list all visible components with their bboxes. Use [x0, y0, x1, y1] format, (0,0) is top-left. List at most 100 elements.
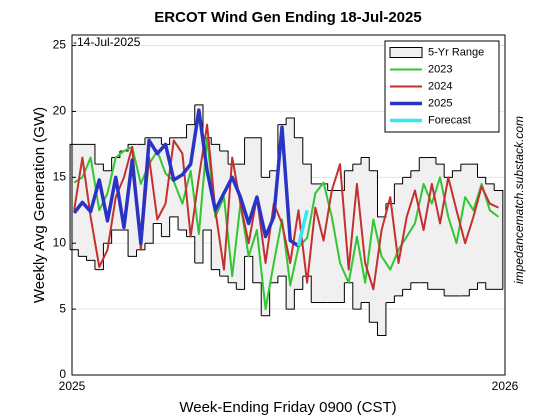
- legend-label: Forecast: [428, 114, 471, 126]
- range-edge: [469, 163, 479, 178]
- range-band: [228, 164, 237, 283]
- range-band: [144, 137, 154, 244]
- range-edge: [127, 249, 138, 257]
- range-edge: [210, 143, 221, 151]
- range-band: [494, 190, 504, 290]
- range-edge: [144, 223, 154, 244]
- range-edge: [119, 229, 129, 257]
- date-note: -14-Jul-2025: [73, 35, 141, 49]
- range-band: [485, 183, 495, 290]
- range-edge: [202, 229, 212, 270]
- axes-box: [71, 34, 506, 376]
- range-band: [127, 144, 138, 257]
- range-edge: [236, 137, 246, 165]
- range-band: [452, 170, 462, 296]
- range-band: [369, 170, 378, 323]
- range-edge: [344, 164, 354, 172]
- range-edge: [186, 236, 196, 263]
- range-band: [194, 104, 204, 263]
- range-edge: [485, 183, 495, 191]
- range-edge: [186, 104, 196, 126]
- range-edge: [261, 170, 271, 178]
- y-tick-label: 5: [59, 301, 66, 315]
- range-band: [277, 124, 287, 277]
- range-edge: [277, 275, 287, 310]
- range-band: [178, 137, 188, 231]
- range-edge: [178, 124, 188, 139]
- legend-swatch: [389, 47, 423, 58]
- range-edge: [377, 302, 387, 336]
- range-edge: [252, 282, 262, 316]
- range-band: [111, 157, 121, 231]
- range-edge: [444, 170, 453, 178]
- range-edge: [461, 289, 470, 297]
- range-band: [394, 183, 404, 296]
- y-tick-label: 25: [53, 38, 67, 52]
- range-band: [419, 157, 429, 283]
- range-edge: [427, 157, 437, 165]
- y-tick-label: 10: [53, 235, 67, 249]
- range-band: [186, 124, 196, 237]
- range-edge: [252, 137, 262, 178]
- series-line: [72, 108, 300, 248]
- range-band: [86, 144, 96, 261]
- plot-area: [69, 45, 505, 376]
- range-edge: [494, 190, 504, 290]
- range-band: [269, 170, 279, 283]
- range-edge: [194, 230, 204, 264]
- range-band: [103, 170, 113, 244]
- range-edge: [70, 249, 79, 257]
- range-band: [136, 144, 146, 250]
- range-edge: [210, 269, 221, 277]
- range-edge: [219, 150, 229, 165]
- range-edge: [369, 321, 378, 336]
- range-edge: [361, 302, 370, 323]
- range-edge: [169, 216, 179, 231]
- range-edge: [344, 282, 354, 310]
- range-edge: [286, 289, 295, 310]
- range-edge: [469, 282, 479, 290]
- range-band: [219, 150, 229, 277]
- range-edge: [136, 243, 146, 251]
- range-edge: [294, 276, 304, 290]
- range-edge: [78, 255, 88, 261]
- range-edge: [86, 259, 96, 270]
- range-edge: [286, 117, 295, 138]
- chart-title: ERCOT Wind Gen Ending 18-Jul-2025: [154, 9, 421, 26]
- range-band: [361, 157, 370, 303]
- range-edge: [402, 282, 412, 290]
- legend-label: 2023: [428, 63, 452, 75]
- range-edge: [153, 222, 162, 237]
- range-band: [377, 216, 387, 336]
- range-band: [70, 144, 79, 250]
- range-band: [402, 177, 412, 290]
- range-edge: [386, 295, 395, 304]
- y-axis-label: Weekly Avg Generation (GW): [31, 107, 48, 303]
- range-edge: [435, 163, 445, 178]
- range-band: [461, 164, 470, 296]
- range-edge: [103, 230, 113, 244]
- range-band: [236, 164, 246, 290]
- range-edge: [335, 170, 345, 192]
- x-tick-label: 2026: [492, 379, 519, 393]
- range-edge: [103, 157, 113, 172]
- range-edge: [477, 176, 487, 184]
- range-band: [477, 177, 487, 283]
- range-edge: [402, 170, 412, 178]
- range-edge: [95, 243, 104, 271]
- range-band: [78, 144, 88, 257]
- range-band: [303, 164, 312, 277]
- range-edge: [369, 170, 378, 217]
- range-band: [435, 164, 445, 290]
- range-edge: [452, 164, 462, 172]
- range-edge: [95, 163, 104, 171]
- range-edge: [361, 157, 370, 171]
- range-band: [95, 164, 104, 270]
- range-edge: [244, 255, 254, 283]
- range-band: [161, 144, 171, 237]
- range-edge: [153, 137, 162, 145]
- x-tick-label: 2025: [59, 379, 86, 393]
- range-band: [202, 137, 212, 231]
- range-edge: [410, 157, 420, 172]
